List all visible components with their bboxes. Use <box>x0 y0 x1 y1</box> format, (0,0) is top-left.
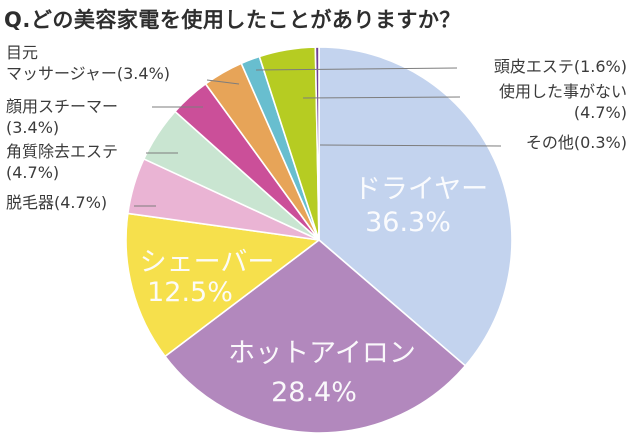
pie-slice-shaver <box>125 212 320 358</box>
callout-text: (3.4%) <box>6 118 60 137</box>
callout-never-used: 使用した事がない (4.7%) <box>499 81 627 123</box>
callout-text: (4.7%) <box>6 163 60 182</box>
pie-inside-label-hot-iron-pct: 28.4% <box>271 377 357 408</box>
pie-inside-label-hot-iron: ホットアイロン <box>228 338 416 369</box>
leader-line-never-used <box>302 96 461 99</box>
callout-text: 使用した事がない <box>498 82 627 101</box>
callout-face-steamer: 顔用スチーマー (3.4%) <box>6 96 118 138</box>
callout-other: その他(0.3%) <box>526 132 627 153</box>
callout-exfoliating-esthe: 角質除去エステ (4.7%) <box>6 141 118 183</box>
callout-scalp-esthe: 頭皮エステ(1.6%) <box>494 56 627 77</box>
pie-slice-other <box>314 46 320 241</box>
pie-inside-label-shaver-pct: 12.5% <box>147 277 233 308</box>
callout-eye-massager: 目元 マッサージャー(3.4%) <box>6 42 170 84</box>
callout-text: その他(0.3%) <box>525 133 627 152</box>
pie-inside-label-dryer-pct: 36.3% <box>365 207 451 238</box>
leader-line-other <box>319 144 502 147</box>
pie-slices <box>125 46 513 434</box>
callout-text: マッサージャー(3.4%) <box>6 64 171 83</box>
leader-line-scalp-esthe <box>255 67 458 71</box>
leader-lines <box>134 67 502 207</box>
leader-line-eye-massager <box>206 79 240 85</box>
pie-inside-label-shaver: シェーバー <box>140 247 275 278</box>
callout-text: 目元 <box>6 43 39 62</box>
callout-text: 頭皮エステ(1.6%) <box>493 57 627 76</box>
callout-text: 顔用スチーマー <box>6 97 119 116</box>
pie-slice-dryer <box>318 46 513 367</box>
pie-slice-hot-iron <box>164 239 467 434</box>
callout-hair-removal: 脱毛器(4.7%) <box>6 192 107 213</box>
callout-text: 脱毛器(4.7%) <box>6 193 108 212</box>
callout-text: (4.7%) <box>573 103 627 122</box>
chart-title: Q.どの美容家電を使用したことがありますか？ <box>4 8 461 32</box>
pie-inside-label-dryer: ドライヤー <box>354 174 488 205</box>
callout-text: 角質除去エステ <box>6 142 119 161</box>
